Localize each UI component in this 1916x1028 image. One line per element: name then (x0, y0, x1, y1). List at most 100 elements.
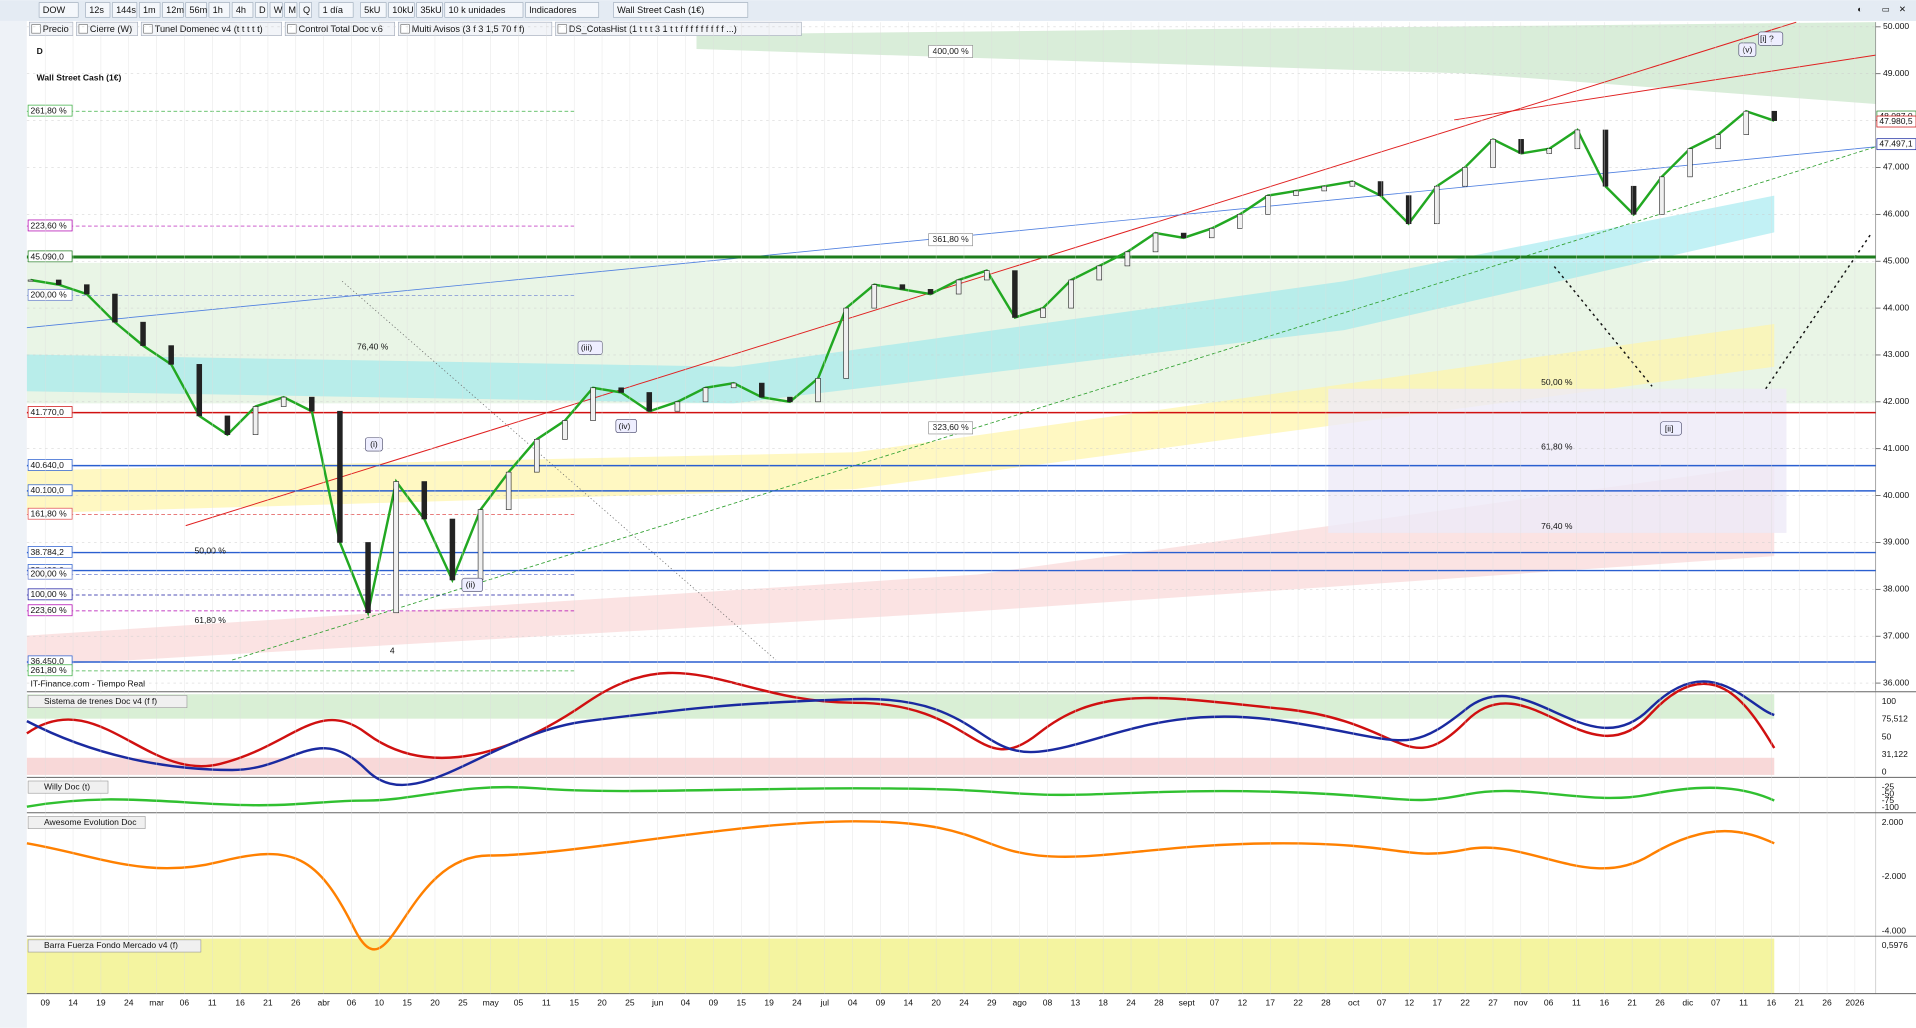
units-button[interactable]: 10kU (392, 5, 413, 15)
tab-label[interactable]: DS_CotasHist (1 t t t 3 1 t t f f f f f … (569, 24, 737, 34)
tab-checkbox[interactable] (287, 24, 297, 34)
close-button[interactable]: ✕ (1899, 4, 1906, 14)
interval-button-bg[interactable] (231, 2, 254, 18)
tab-checkbox[interactable] (143, 24, 153, 34)
interval-button[interactable]: 12s (89, 5, 104, 15)
tab-bg[interactable] (76, 21, 138, 36)
y-tick-label: 49.000 (1883, 68, 1909, 78)
x-tick-label: 15 (569, 998, 579, 1008)
x-tick-label: 22 (1293, 998, 1303, 1008)
tab-checkbox[interactable] (78, 24, 88, 34)
interval-button[interactable]: Q (303, 5, 310, 15)
panel-axis-label: 31,122 (1882, 749, 1908, 759)
interval-button-bg[interactable] (85, 2, 111, 18)
interval-button-bg[interactable] (112, 2, 138, 18)
x-tick-label: 11 (542, 998, 551, 1008)
window-title[interactable]: Wall Street Cash (1€) (617, 5, 704, 15)
x-tick-label: 2026 (1845, 998, 1864, 1008)
indicators-button[interactable]: Indicadores (529, 5, 577, 15)
period-selector[interactable]: 1 día (323, 5, 344, 15)
indicators-button-bg[interactable] (525, 2, 600, 18)
candle (843, 307, 849, 379)
panel-title-bg (27, 780, 109, 794)
tab-label[interactable]: Cierre (W) (90, 24, 132, 34)
units-button-bg[interactable] (388, 2, 415, 18)
units-menu[interactable]: 10 k unidades (448, 5, 505, 15)
panel-title: Willy Doc (t) (44, 781, 90, 791)
arrow (1765, 231, 1873, 390)
x-tick-label: 21 (1794, 998, 1804, 1008)
panel-axis-label: 0 (1882, 767, 1887, 777)
x-tick-label: 24 (124, 998, 134, 1008)
interval-button[interactable]: 4h (236, 5, 246, 15)
y-tick-label: 37.000 (1883, 630, 1909, 640)
zone (1328, 388, 1787, 533)
level-label-bg (27, 484, 73, 497)
level-label-bg (27, 546, 73, 558)
interval-button[interactable]: D (259, 5, 266, 15)
level-label-bg (27, 664, 73, 677)
interval-button-bg[interactable] (269, 2, 283, 18)
annotation: 361,80 % (933, 234, 970, 244)
candle (1237, 214, 1243, 229)
window-title-bg[interactable] (613, 2, 749, 18)
tab-label[interactable]: Precio (43, 24, 69, 34)
tab-label[interactable]: Tunel Domenec v4 (t t t t t) (155, 24, 263, 34)
interval-button-bg[interactable] (284, 2, 298, 18)
tab-checkbox[interactable] (31, 24, 41, 34)
interval-button[interactable]: 1h (213, 5, 223, 15)
price-tag (1876, 138, 1916, 151)
x-tick-label: 09 (40, 998, 50, 1008)
x-tick-label: may (483, 998, 500, 1008)
window-control[interactable]: ◐ (1857, 4, 1862, 14)
units-menu-bg[interactable] (444, 2, 524, 18)
x-tick-label: 04 (681, 998, 691, 1008)
window-control[interactable]: ▭ (1882, 4, 1890, 14)
main-chart: 50.00049.00048.00047.00046.00045.00044.0… (26, 21, 1916, 1008)
x-tick-label: 14 (68, 998, 78, 1008)
interval-button[interactable]: 144s (116, 5, 136, 15)
tab-bg[interactable] (398, 21, 553, 36)
units-button[interactable]: 35kU (420, 5, 441, 15)
interval-button[interactable]: W (274, 5, 283, 15)
interval-button-bg[interactable] (208, 2, 231, 18)
period-selector-bg[interactable] (318, 2, 354, 18)
price-tag-label: 47.497,1 (1879, 138, 1913, 148)
tab-checkbox[interactable] (557, 24, 567, 34)
interval-button[interactable]: 12m (166, 5, 184, 15)
interval-button-bg[interactable] (299, 2, 312, 18)
units-button-bg[interactable] (416, 2, 443, 18)
tab-checkbox[interactable] (400, 24, 410, 34)
units-button[interactable]: 5kU (364, 5, 380, 15)
level-label: 200,00 % (31, 290, 68, 300)
candle (1659, 176, 1665, 215)
interval-button[interactable]: 56m (189, 5, 207, 15)
x-tick-label: 20 (430, 998, 440, 1008)
level-label-bg (27, 588, 73, 601)
tab-bg[interactable] (140, 21, 282, 36)
candle (477, 509, 484, 581)
candle (1630, 185, 1637, 215)
interval-button-bg[interactable] (162, 2, 184, 18)
y-tick-label: 36.000 (1883, 677, 1909, 687)
candle (337, 410, 343, 543)
y-tick-label: 44.000 (1883, 302, 1909, 312)
tab-bg[interactable] (284, 21, 395, 36)
tab-label[interactable]: Multi Avisos (3 f 3 1,5 70 f f) (412, 24, 525, 34)
x-tick-label: 24 (959, 998, 969, 1008)
level-label: 100,00 % (31, 589, 68, 599)
wave-box (615, 418, 637, 434)
interval-button-bg[interactable] (255, 2, 268, 18)
tab-bg[interactable] (555, 21, 802, 36)
interval-button-bg[interactable] (138, 2, 161, 18)
x-tick-label: nov (1514, 998, 1529, 1008)
interval-button[interactable]: M (288, 5, 296, 15)
tab-label[interactable]: Control Total Doc v.6 (299, 24, 383, 34)
x-tick-label: 08 (1043, 998, 1053, 1008)
candle (1152, 232, 1159, 253)
symbol-selector[interactable]: DOW (43, 5, 66, 15)
interval-button-bg[interactable] (185, 2, 207, 18)
units-button-bg[interactable] (360, 2, 387, 18)
interval-button[interactable]: 1m (143, 5, 156, 15)
symbol-selector-bg[interactable] (38, 2, 79, 18)
